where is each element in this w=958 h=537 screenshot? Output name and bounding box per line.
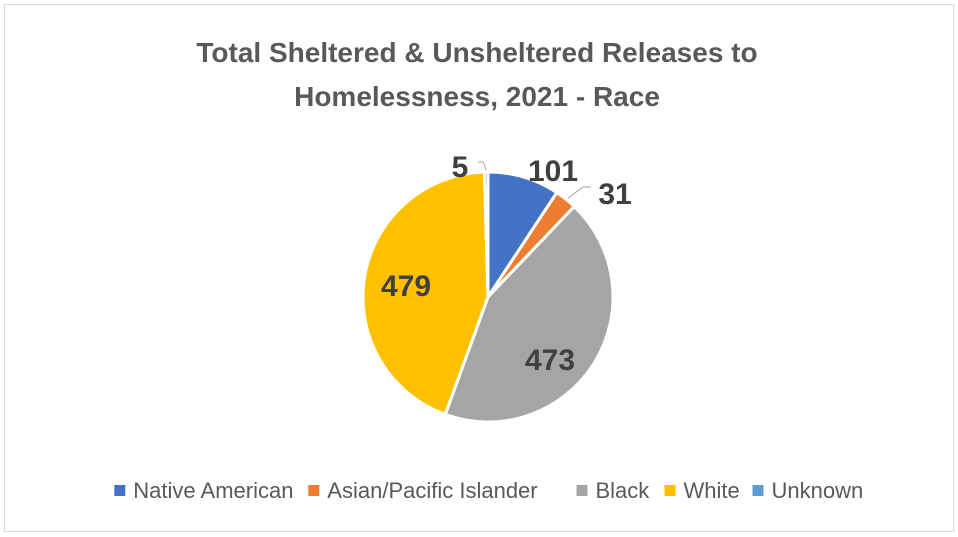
data-label-white: 479 [381, 270, 431, 303]
data-label-black: 473 [525, 344, 575, 377]
pie-slice-white [361, 170, 490, 416]
legend-item-asian-pacific-islander: Asian/Pacific Islander [308, 478, 538, 503]
legend-label-white: White [684, 478, 740, 503]
legend-swatch-native-american [114, 485, 126, 496]
legend-label-asian-pacific-islander: Asian/Pacific Islander [327, 478, 537, 503]
pie-slice-black [443, 205, 615, 424]
leader-lines [478, 161, 591, 199]
data-label-unknown: 5 [452, 151, 469, 184]
legend-label-native-american: Native American [133, 478, 293, 503]
pie-slice-unknown [482, 170, 490, 299]
leader-line-asian-pacific-islander [567, 186, 591, 199]
chart-title-line-2: Homelessness, 2021 - Race [294, 81, 660, 112]
legend-item-black: Black [576, 478, 651, 503]
legend-item-native-american: Native American [114, 478, 293, 503]
legend-swatch-white [664, 485, 676, 496]
data-label-native-american: 101 [528, 155, 578, 188]
legend-label-black: Black [596, 478, 651, 503]
data-labels: 101 31 473 479 5 [381, 151, 632, 377]
legend-item-white: White [664, 478, 740, 503]
legend-label-unknown: Unknown [772, 478, 864, 503]
legend-swatch-black [576, 485, 588, 496]
leader-line-unknown [478, 161, 487, 171]
legend-item-unknown: Unknown [752, 478, 864, 503]
data-label-asian-pacific-islander: 31 [598, 178, 631, 211]
legend: Native American Asian/Pacific Islander Bla… [114, 478, 863, 503]
legend-swatch-unknown [752, 485, 764, 496]
pie-slices [361, 170, 615, 424]
chart-title-line-1: Total Sheltered & Unsheltered Releases t… [196, 37, 757, 68]
legend-swatch-asian-pacific-islander [308, 485, 320, 496]
